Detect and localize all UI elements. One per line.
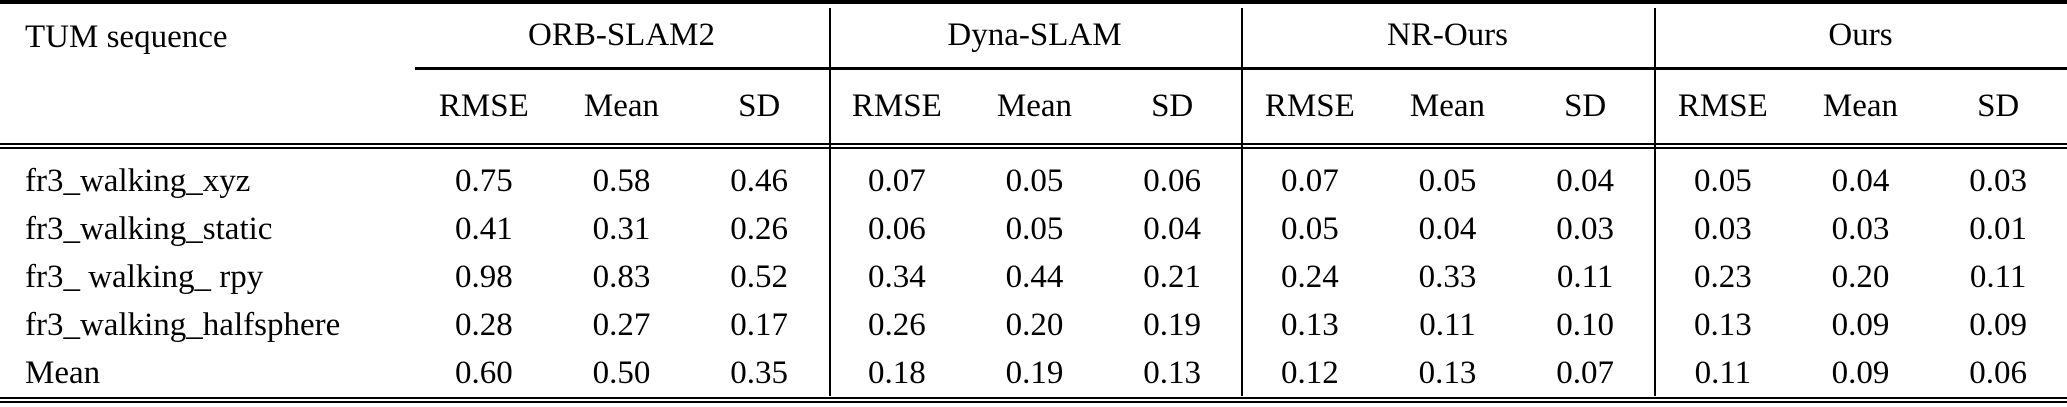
metric-header-mean: Mean	[996, 88, 1073, 124]
value-cell: 0.04	[1143, 210, 1202, 247]
metric-header-mean: Mean	[1409, 88, 1486, 124]
value-cell: 0.06	[1143, 162, 1202, 199]
value-cell: 0.33	[1418, 258, 1477, 295]
metric-header-spacer	[0, 70, 415, 143]
value-cell: 0.11	[1419, 306, 1476, 343]
value-cell: 0.09	[1831, 306, 1890, 343]
value-cell: 0.12	[1280, 354, 1339, 391]
value-cell: 0.58	[592, 162, 651, 199]
header-body-double-rule	[0, 143, 2067, 149]
value-cell: 0.28	[454, 306, 513, 343]
value-cell: 0.50	[592, 354, 651, 391]
value-cell: 0.26	[730, 210, 789, 247]
value-cell: 0.18	[867, 354, 926, 391]
metric-header-rmse: RMSE	[438, 88, 529, 124]
group-header-dyna-slam: Dyna-SLAM	[828, 4, 1241, 70]
value-cell: 0.75	[454, 162, 513, 199]
value-cell: 0.46	[730, 162, 789, 199]
value-cell: 0.20	[1005, 306, 1064, 343]
table-row: fr3_walking_static 0.41 0.31 0.26 0.06 0.05 0.…	[0, 205, 2067, 253]
metric-header-row: RMSE Mean SD RMSE Mean SD RMSE Mean SD R…	[0, 70, 2067, 143]
value-cell: 0.04	[1556, 162, 1615, 199]
value-cell: 0.34	[867, 258, 926, 295]
metric-header-sd: SD	[738, 88, 781, 124]
sequence-name: fr3_walking_xyz	[25, 162, 251, 199]
value-cell: 0.60	[454, 354, 513, 391]
value-cell: 0.19	[1005, 354, 1064, 391]
value-cell: 0.11	[1556, 258, 1614, 295]
value-cell: 0.06	[867, 210, 926, 247]
value-cell: 0.09	[1831, 354, 1890, 391]
sequence-name: fr3_ walking_ rpy	[25, 258, 264, 295]
group-header-row: TUM sequence ORB-SLAM2 Dyna-SLAM NR-Ours…	[0, 4, 2067, 70]
value-cell: 0.23	[1693, 258, 1752, 295]
value-cell: 0.07	[867, 162, 926, 199]
value-cell: 0.24	[1280, 258, 1339, 295]
value-cell: 0.41	[454, 210, 513, 247]
sequence-name: fr3_walking_static	[25, 210, 273, 247]
value-cell: 0.07	[1556, 354, 1615, 391]
value-cell: 0.19	[1143, 306, 1202, 343]
value-cell: 0.10	[1556, 306, 1615, 343]
value-cell: 0.13	[1418, 354, 1477, 391]
metric-header-rmse: RMSE	[1677, 88, 1768, 124]
value-cell: 0.03	[1969, 162, 2028, 199]
value-cell: 0.06	[1969, 354, 2028, 391]
table-row: fr3_ walking_ rpy 0.98 0.83 0.52 0.34 0.44 0.2…	[0, 253, 2067, 301]
value-cell: 0.44	[1005, 258, 1064, 295]
sequence-name: fr3_walking_halfsphere	[25, 306, 341, 343]
value-cell: 0.05	[1418, 162, 1477, 199]
value-cell: 0.31	[592, 210, 651, 247]
value-cell: 0.05	[1005, 162, 1064, 199]
table-row: fr3_walking_xyz 0.75 0.58 0.46 0.07 0.05 0.06 0…	[0, 157, 2067, 205]
metric-header-sd: SD	[1151, 88, 1194, 124]
group-header-nr-ours: NR-Ours	[1241, 4, 1654, 70]
value-cell: 0.11	[1969, 258, 2027, 295]
value-cell: 0.13	[1693, 306, 1752, 343]
group-divider-line-3	[1654, 8, 1656, 396]
metric-header-sd: SD	[1564, 88, 1607, 124]
group-divider-line-1	[829, 8, 831, 396]
value-cell: 0.52	[730, 258, 789, 295]
value-cell: 0.17	[730, 306, 789, 343]
metric-header-rmse: RMSE	[1264, 88, 1355, 124]
value-cell: 0.07	[1280, 162, 1339, 199]
value-cell: 0.13	[1280, 306, 1339, 343]
corner-header: TUM sequence	[25, 18, 228, 55]
value-cell: 0.98	[454, 258, 513, 295]
table-body: fr3_walking_xyz 0.75 0.58 0.46 0.07 0.05 0.06 0…	[0, 149, 2067, 397]
metric-header-mean: Mean	[583, 88, 660, 124]
value-cell: 0.05	[1280, 210, 1339, 247]
group-header-orb-slam2: ORB-SLAM2	[415, 4, 828, 70]
value-cell: 0.26	[867, 306, 926, 343]
value-cell: 0.35	[730, 354, 789, 391]
value-cell: 0.04	[1831, 162, 1890, 199]
value-cell: 0.03	[1831, 210, 1890, 247]
group-divider-line-2	[1241, 8, 1243, 396]
value-cell: 0.27	[592, 306, 651, 343]
value-cell: 0.83	[592, 258, 651, 295]
value-cell: 0.20	[1831, 258, 1890, 295]
bottom-double-rule	[0, 397, 2067, 403]
metric-header-rmse: RMSE	[851, 88, 942, 124]
value-cell: 0.03	[1556, 210, 1615, 247]
value-cell: 0.09	[1969, 306, 2028, 343]
metric-header-sd: SD	[1977, 88, 2020, 124]
value-cell: 0.04	[1418, 210, 1477, 247]
sequence-name: Mean	[25, 354, 101, 391]
value-cell: 0.01	[1969, 210, 2028, 247]
group-header-ours: Ours	[1654, 4, 2067, 70]
value-cell: 0.03	[1693, 210, 1752, 247]
value-cell: 0.21	[1143, 258, 1202, 295]
value-cell: 0.13	[1143, 354, 1202, 391]
metric-header-mean: Mean	[1822, 88, 1899, 124]
value-cell: 0.05	[1005, 210, 1064, 247]
value-cell: 0.11	[1694, 354, 1752, 391]
top-rule	[0, 0, 2067, 4]
table-row: fr3_walking_halfsphere 0.28 0.27 0.17 0.26 0.…	[0, 301, 2067, 349]
value-cell: 0.05	[1693, 162, 1752, 199]
table-row: Mean 0.60 0.50 0.35 0.18 0.19 0.13 0.12 0.13 0.07…	[0, 349, 2067, 397]
